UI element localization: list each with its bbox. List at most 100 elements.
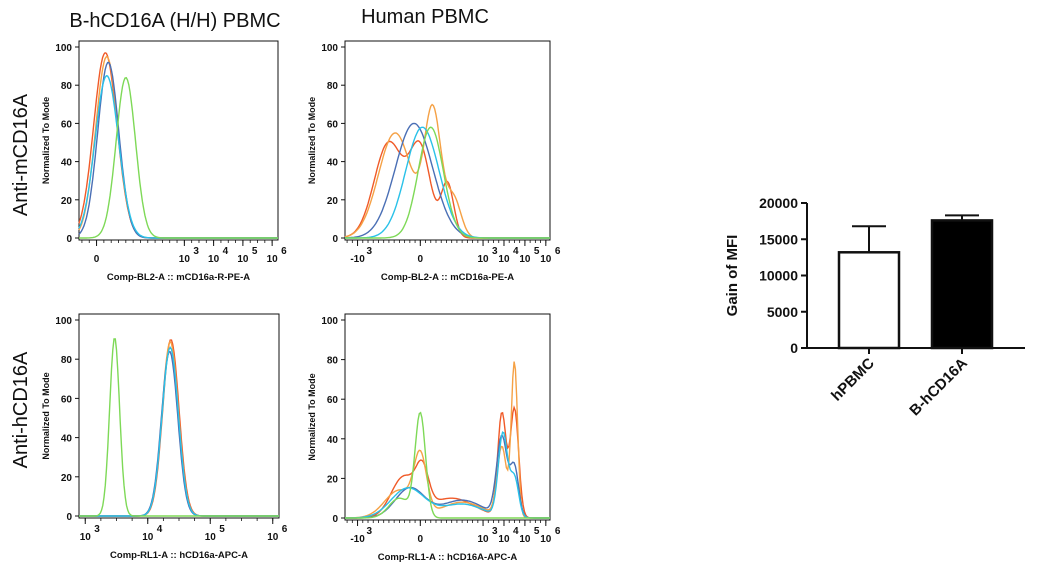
x-tick-label: 0 xyxy=(94,254,100,265)
x-tick-exponent: 6 xyxy=(281,246,287,257)
y-tick-label: 80 xyxy=(327,356,339,367)
x-tick-exponent: 6 xyxy=(555,246,561,257)
histogram-series-5 xyxy=(79,338,279,517)
x-tick-exponent: 5 xyxy=(252,246,258,257)
bar-y-tick-label: 20000 xyxy=(759,195,798,211)
x-tick-exponent: 3 xyxy=(94,524,100,535)
y-tick-label: 40 xyxy=(327,435,339,446)
x-tick-exponent: 4 xyxy=(223,246,229,257)
bar-y-axis-label: Gain of MFI xyxy=(724,235,741,317)
y-tick-label: 0 xyxy=(66,234,72,245)
x-axis-label: Comp-RL1-A :: hCD16A-APC-A xyxy=(378,552,518,563)
x-tick-label: 10 xyxy=(498,254,510,265)
y-axis-label: Normalized To Mode xyxy=(307,373,317,460)
x-tick-exponent: 5 xyxy=(219,524,225,535)
x-tick-label: 10 xyxy=(237,254,249,265)
x-tick-label: 0 xyxy=(418,254,424,265)
histogram-series-5 xyxy=(345,411,550,519)
x-tick-exponent: 5 xyxy=(534,246,540,257)
x-tick-exponent: 6 xyxy=(555,526,561,537)
bar-y-tick-label: 15000 xyxy=(759,231,798,247)
row-title-anti-mcd16a: Anti-mCD16A xyxy=(10,93,32,216)
x-tick-exponent: 3 xyxy=(492,246,498,257)
y-tick-label: 60 xyxy=(61,394,73,405)
y-tick-label: 100 xyxy=(321,316,338,327)
y-tick-label: 60 xyxy=(61,119,73,130)
y-axis-label: Normalized To Mode xyxy=(41,97,51,184)
x-tick-label: 0 xyxy=(418,534,424,545)
y-axis-label: Normalized To Mode xyxy=(307,97,317,184)
x-tick-label: -10 xyxy=(350,254,365,265)
histogram-series-4 xyxy=(345,431,550,519)
x-tick-exponent: 4 xyxy=(513,246,519,257)
column-title-human-pbmc: Human PBMC xyxy=(361,6,489,28)
x-axis-label: Comp-RL1-A :: hCD16a-APC-A xyxy=(110,550,248,561)
histogram-series-5 xyxy=(79,76,278,239)
y-tick-label: 0 xyxy=(332,234,338,245)
bar-b-hcd16a xyxy=(930,219,994,350)
x-tick-exponent: 3 xyxy=(367,246,373,257)
x-tick-label: -10 xyxy=(350,534,365,545)
x-tick-exponent: 3 xyxy=(367,526,373,537)
column-title-bhcd16a: B-hCD16A (H/H) PBMC xyxy=(69,10,280,32)
x-tick-label: 10 xyxy=(267,532,279,543)
row-title-anti-hcd16a: Anti-hCD16A xyxy=(10,351,32,468)
y-tick-label: 20 xyxy=(61,196,73,207)
x-tick-exponent: 3 xyxy=(193,246,199,257)
bar-y-tick-label: 0 xyxy=(790,340,798,356)
x-tick-label: 10 xyxy=(208,254,220,265)
x-axis-label: Comp-BL2-A :: mCD16a-R-PE-A xyxy=(107,272,250,283)
y-tick-label: 20 xyxy=(327,474,339,485)
x-tick-label: 10 xyxy=(477,534,489,545)
x-tick-label: 10 xyxy=(267,254,279,265)
x-tick-label: 10 xyxy=(179,254,191,265)
y-tick-label: 100 xyxy=(55,316,72,327)
y-tick-label: 80 xyxy=(61,81,73,92)
bar-category-label: hPBMC xyxy=(828,355,878,405)
y-tick-label: 20 xyxy=(327,196,339,207)
y-tick-label: 40 xyxy=(61,434,73,445)
y-tick-label: 100 xyxy=(55,43,72,54)
x-tick-exponent: 6 xyxy=(282,524,288,535)
x-axis-label: Comp-BL2-A :: mCD16a-PE-A xyxy=(381,272,514,283)
x-tick-label: 10 xyxy=(80,532,92,543)
x-tick-label: 10 xyxy=(498,534,510,545)
y-tick-label: 40 xyxy=(61,158,73,169)
x-tick-exponent: 4 xyxy=(157,524,163,535)
y-axis-label: Normalized To Mode xyxy=(41,372,51,459)
histogram-series-2 xyxy=(78,55,278,239)
x-tick-label: 10 xyxy=(519,254,531,265)
y-tick-label: 20 xyxy=(61,473,73,484)
y-tick-label: 80 xyxy=(327,81,339,92)
plot-frame xyxy=(344,40,551,241)
y-tick-label: 60 xyxy=(327,119,339,130)
y-tick-label: 0 xyxy=(66,512,72,523)
y-tick-label: 0 xyxy=(332,514,338,525)
x-tick-label: 10 xyxy=(540,534,552,545)
x-tick-exponent: 3 xyxy=(492,526,498,537)
y-tick-label: 100 xyxy=(321,43,338,54)
histogram-series-3 xyxy=(78,61,278,239)
histogram-series-3 xyxy=(344,122,550,239)
x-tick-label: 10 xyxy=(540,254,552,265)
x-tick-label: 10 xyxy=(142,532,154,543)
histogram-series-1 xyxy=(78,51,278,239)
x-tick-label: 10 xyxy=(205,532,217,543)
bar-hpbmc xyxy=(837,251,901,350)
x-tick-exponent: 5 xyxy=(534,526,540,537)
plot-frame xyxy=(344,313,551,521)
bar-y-tick-label: 5000 xyxy=(767,304,798,320)
y-tick-label: 60 xyxy=(327,395,339,406)
bar-y-tick-label: 10000 xyxy=(759,268,798,284)
y-tick-label: 80 xyxy=(61,355,73,366)
histogram-series-2 xyxy=(344,103,550,239)
x-tick-label: 10 xyxy=(519,534,531,545)
x-tick-exponent: 4 xyxy=(513,526,519,537)
histogram-series-4 xyxy=(78,75,278,239)
